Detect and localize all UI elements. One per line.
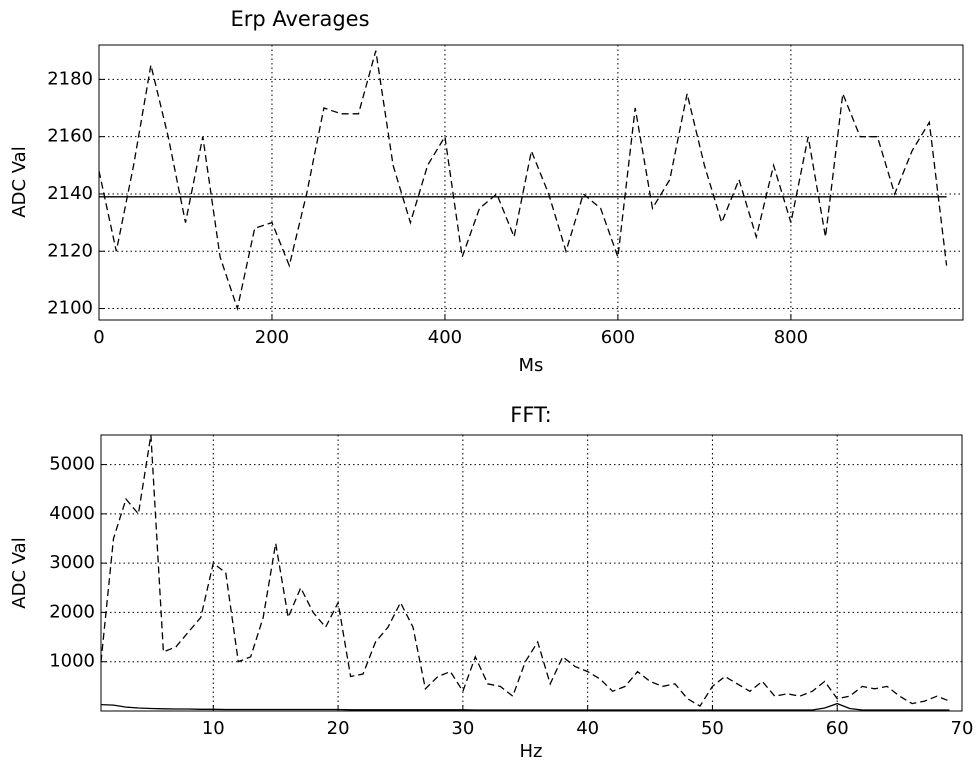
y-tick-label: 4000 <box>49 503 95 524</box>
y-tick-label: 2100 <box>47 298 93 319</box>
x-tick-label: 50 <box>701 718 724 739</box>
x-tick-label: 10 <box>202 718 225 739</box>
x-tick-label: 40 <box>576 718 599 739</box>
x-tick-label: 400 <box>428 327 462 348</box>
y-tick-label: 2000 <box>49 601 95 622</box>
x-tick-label: 30 <box>451 718 474 739</box>
x-tick-label: 60 <box>826 718 849 739</box>
y-tick-label: 5000 <box>49 454 95 475</box>
series-line <box>98 50 948 311</box>
y-axis-label: ADC Val <box>9 146 30 217</box>
y-tick-label: 2180 <box>47 68 93 89</box>
plot-frame <box>98 44 964 321</box>
x-axis-label: Ms <box>519 355 544 376</box>
x-tick-label: 70 <box>951 718 974 739</box>
y-tick-label: 3000 <box>49 552 95 573</box>
x-tick-label: 600 <box>601 327 635 348</box>
series-line <box>100 434 950 707</box>
x-tick-label: 800 <box>774 327 808 348</box>
y-tick-label: 2120 <box>47 240 93 261</box>
y-tick-label: 2160 <box>47 126 93 147</box>
x-tick-label: 200 <box>255 327 289 348</box>
x-axis-label: Hz <box>520 741 543 762</box>
x-tick-label: 0 <box>93 327 104 348</box>
y-tick-label: 2140 <box>47 183 93 204</box>
y-tick-label: 1000 <box>49 651 95 672</box>
chart-title: Erp Averages <box>230 7 369 31</box>
series-line <box>100 702 950 711</box>
chart-title: FFT: <box>510 403 551 427</box>
plot-frame <box>100 434 963 712</box>
x-tick-label: 20 <box>327 718 350 739</box>
y-axis-label: ADC Val <box>9 537 30 608</box>
